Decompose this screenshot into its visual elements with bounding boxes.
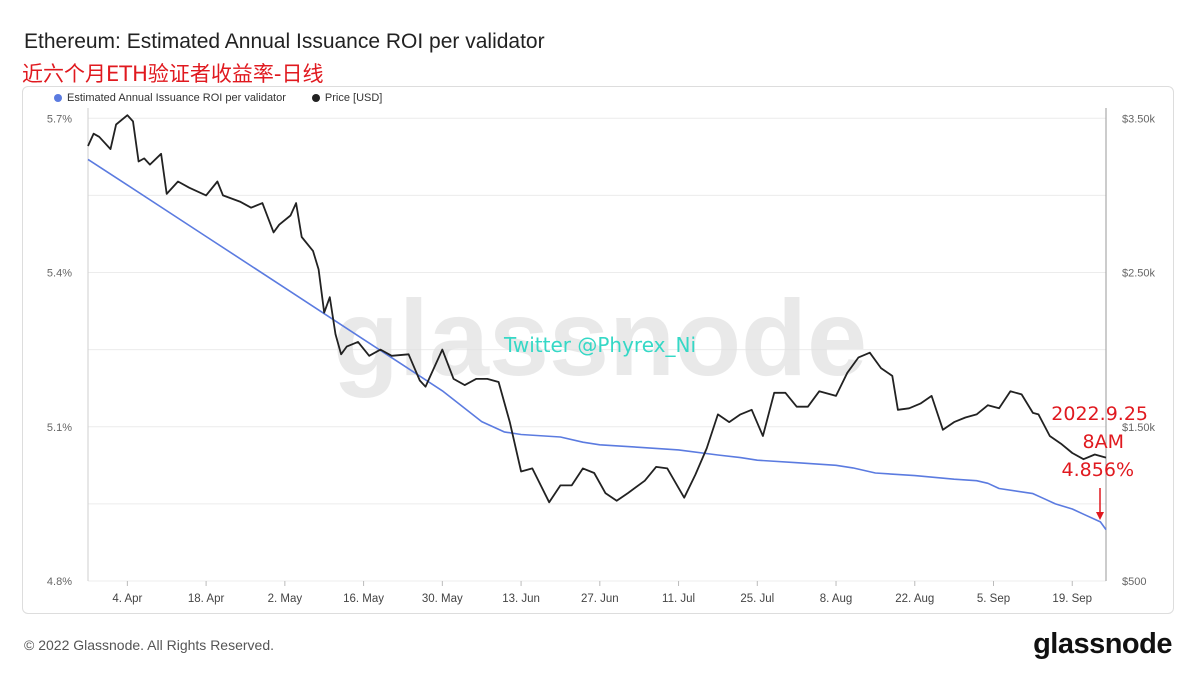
page-subtitle: 近六个月ETH验证者收益率-日线 (22, 62, 324, 86)
y-right-tick-label: $1.50k (1122, 422, 1156, 434)
glassnode-logo[interactable]: glassnode (1033, 628, 1172, 660)
x-tick-label: 5. Sep (977, 593, 1010, 605)
watermark: glassnode Twitter @Phyrex_Ni (333, 277, 867, 398)
x-tick-label: 22. Aug (895, 593, 934, 605)
y-left-tick-label: 5.4% (47, 268, 72, 280)
x-tick-label: 13. Jun (502, 593, 540, 605)
y-right-tick-label: $500 (1122, 576, 1146, 588)
y-axis-labels: 4.8% 5.1% 5.4% 5.7% $500 $1.50k $2.50k $3.50k (47, 113, 1156, 588)
x-tick-label: 11. Jul (662, 593, 695, 605)
x-tick-label: 19. Sep (1052, 593, 1092, 605)
x-tick-label: 4. Apr (112, 593, 142, 605)
y-left-tick-label: 4.8% (47, 576, 72, 588)
legend-label-price: Price [USD] (324, 92, 383, 104)
x-tick-label: 16. May (343, 593, 384, 605)
x-tick-label: 2. May (268, 593, 303, 605)
annotation-arrow-head (1096, 512, 1104, 520)
x-axis-labels: 4. Apr 18. Apr 2. May 16. May 30. May 13. Jun… (112, 581, 1092, 605)
page-title: Ethereum: Estimated Annual Issuance ROI … (24, 30, 545, 53)
legend-dot-price (311, 94, 320, 102)
x-tick-label: 8. Aug (820, 593, 853, 605)
grid-lines (88, 117, 1106, 582)
annotation-date: 2022.9.25 (1051, 403, 1148, 425)
chart-legend: Estimated Annual Issuance ROI per valida… (54, 92, 382, 104)
chart-axes (87, 108, 1107, 581)
legend-item-price[interactable]: Price [USD] (311, 92, 383, 104)
annotation-arrow (1096, 488, 1104, 520)
y-right-tick-label: $2.50k (1122, 268, 1156, 280)
y-left-tick-label: 5.1% (47, 422, 72, 434)
legend-item-roi[interactable]: Estimated Annual Issuance ROI per valida… (54, 92, 286, 104)
y-left-tick-label: 5.7% (47, 113, 72, 125)
x-tick-label: 18. Apr (188, 593, 225, 605)
x-tick-label: 25. Jul (740, 593, 774, 605)
copyright: © 2022 Glassnode. All Rights Reserved. (24, 637, 275, 653)
price-line (87, 114, 1107, 504)
y-right-tick-label: $3.50k (1122, 113, 1156, 125)
x-tick-label: 30. May (422, 593, 463, 605)
legend-dot-roi (54, 94, 62, 102)
annotation-time: 8AM (1082, 431, 1124, 453)
roi-line (87, 158, 1107, 531)
legend-label-roi: Estimated Annual Issuance ROI per valida… (67, 92, 286, 104)
watermark-handle: Twitter @Phyrex_Ni (503, 333, 696, 357)
chart-series (87, 114, 1107, 531)
annotation-value: 4.856% (1061, 459, 1134, 481)
x-tick-label: 27. Jun (581, 593, 619, 605)
